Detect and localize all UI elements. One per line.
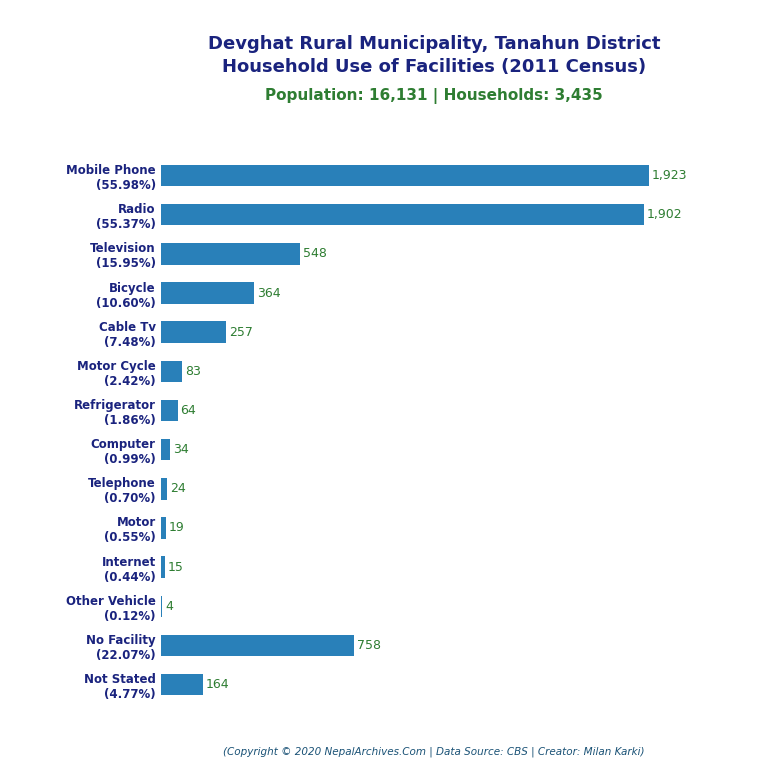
Bar — [161, 322, 227, 343]
Text: 83: 83 — [185, 365, 201, 378]
Bar — [161, 556, 165, 578]
Bar — [161, 517, 166, 538]
Bar — [161, 204, 644, 226]
Text: Household Use of Facilities (2011 Census): Household Use of Facilities (2011 Census… — [222, 58, 646, 75]
Bar — [161, 595, 162, 617]
Bar — [161, 283, 253, 304]
Text: 4: 4 — [165, 600, 174, 613]
Bar — [161, 478, 167, 500]
Bar — [161, 360, 182, 382]
Text: 364: 364 — [257, 286, 280, 300]
Text: 64: 64 — [180, 404, 197, 417]
Text: 24: 24 — [170, 482, 186, 495]
Bar — [161, 439, 170, 461]
Text: 548: 548 — [303, 247, 327, 260]
Text: Population: 16,131 | Households: 3,435: Population: 16,131 | Households: 3,435 — [265, 88, 603, 104]
Bar — [161, 634, 353, 656]
Text: 1,902: 1,902 — [647, 208, 682, 221]
Text: 758: 758 — [356, 639, 381, 652]
Bar — [161, 243, 300, 265]
Text: 19: 19 — [169, 521, 185, 535]
Text: 164: 164 — [206, 678, 230, 691]
Text: (Copyright © 2020 NepalArchives.Com | Data Source: CBS | Creator: Milan Karki): (Copyright © 2020 NepalArchives.Com | Da… — [223, 746, 644, 757]
Text: 1,923: 1,923 — [652, 169, 687, 182]
Text: 257: 257 — [230, 326, 253, 339]
Bar — [161, 674, 203, 695]
Bar — [161, 165, 649, 187]
Bar — [161, 399, 177, 422]
Text: Devghat Rural Municipality, Tanahun District: Devghat Rural Municipality, Tanahun Dist… — [207, 35, 660, 52]
Text: 15: 15 — [168, 561, 184, 574]
Text: 34: 34 — [173, 443, 189, 456]
